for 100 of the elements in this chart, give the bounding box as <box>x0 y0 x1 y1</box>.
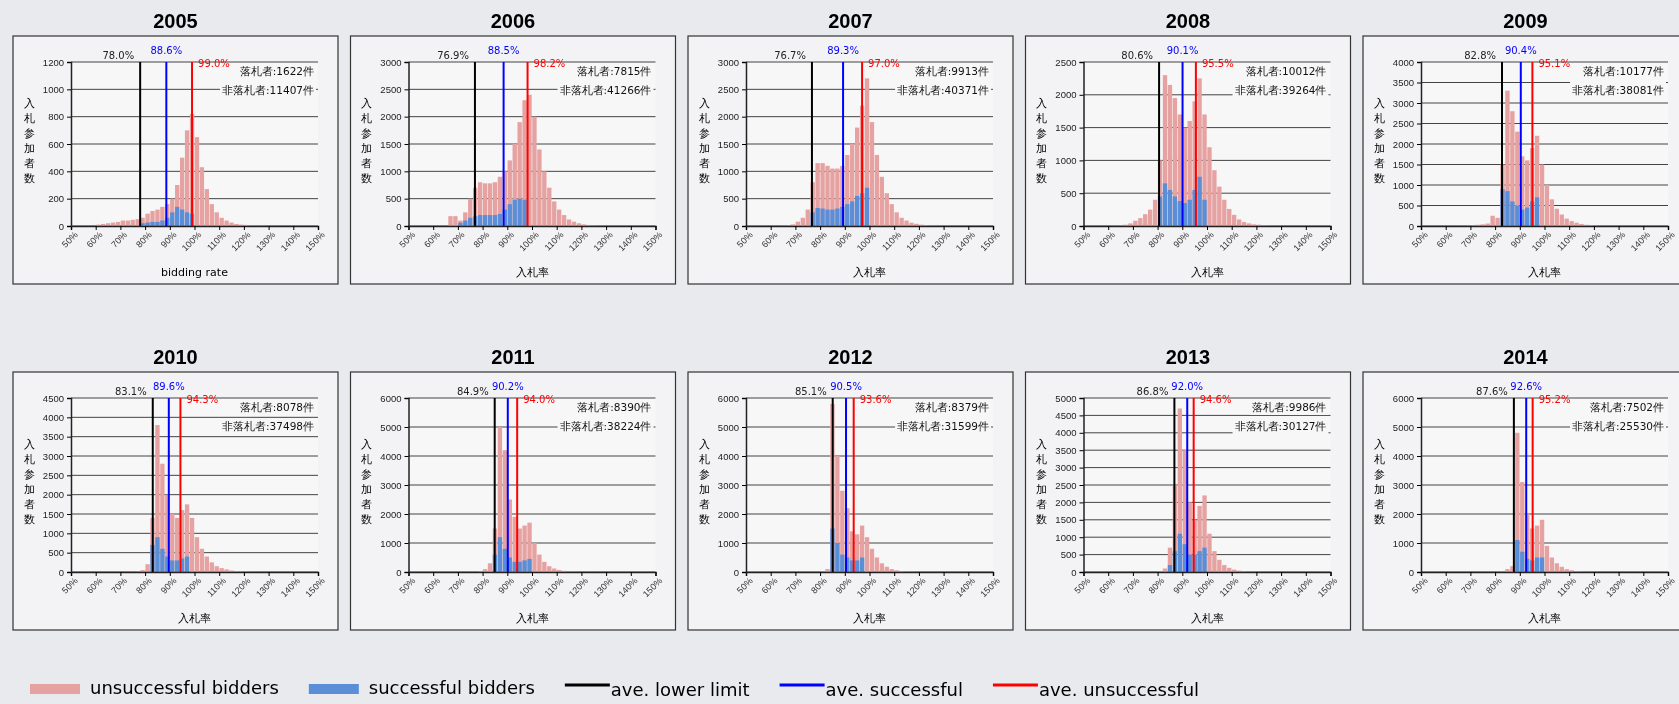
y-tick-label: 3000 <box>1392 97 1414 109</box>
y-tick-label: 2500 <box>1055 56 1077 68</box>
ref-line-label: 90.5% <box>830 381 862 392</box>
chart-title: 2013 <box>1165 346 1211 368</box>
x-tick-label: 70% <box>109 575 130 596</box>
ref-line-label: 97.0% <box>868 58 900 69</box>
y-tick-label: 1000 <box>1055 154 1077 166</box>
y-tick-label: 1500 <box>42 508 64 520</box>
x-tick-label: 70% <box>1121 575 1142 596</box>
y-axis-title: 入札参加者数 <box>1373 438 1385 526</box>
y-axis-title: 入札参加者数 <box>1036 438 1047 526</box>
y-tick-label: 5000 <box>1392 421 1414 433</box>
y-tick-label: 500 <box>1060 549 1077 561</box>
x-tick-label: 70% <box>1459 229 1480 250</box>
ref-line-label: 88.5% <box>487 45 520 56</box>
ref-line-label: 90.4% <box>1504 45 1537 56</box>
y-axis-title: 入札参加者数 <box>361 97 372 185</box>
x-axis-title: 入札率 <box>1528 266 1561 279</box>
annotation: 落札者:10012件 <box>1245 65 1327 77</box>
y-tick-label: 6000 <box>717 392 739 404</box>
y-tick-label: 1500 <box>1055 122 1077 134</box>
y-axis-title: 入札参加者数 <box>23 97 35 185</box>
y-tick-label: 4500 <box>1055 409 1077 421</box>
ref-line-label: 94.3% <box>186 394 219 405</box>
chart-title: 2012 <box>828 346 873 368</box>
y-tick-label: 0 <box>58 566 64 578</box>
y-tick-label: 2500 <box>42 469 64 481</box>
x-tick-label: 60% <box>422 575 442 596</box>
y-tick-label: 0 <box>1071 566 1077 578</box>
annotation: 非落札者:11407件 <box>222 84 314 96</box>
ref-line-label: 86.8% <box>1136 386 1169 397</box>
annotation: 落札者:9986件 <box>1252 401 1327 413</box>
legend-label: unsuccessful bidders <box>90 677 279 698</box>
x-tick-label: 60% <box>759 575 780 596</box>
legend-label: successful bidders <box>368 677 535 698</box>
y-tick-label: 2000 <box>1055 496 1077 508</box>
y-tick-label: 3500 <box>1392 77 1414 89</box>
chart-title: 2006 <box>490 10 536 32</box>
y-axis-title: 入札参加者数 <box>1373 97 1385 185</box>
y-axis-title: 入札参加者数 <box>698 97 710 185</box>
y-tick-label: 4000 <box>1392 56 1414 68</box>
y-tick-label: 0 <box>1408 220 1414 232</box>
y-tick-label: 1000 <box>1055 531 1077 543</box>
y-tick-label: 1500 <box>1392 159 1414 171</box>
y-tick-label: 1000 <box>1392 179 1414 191</box>
x-tick-label: 70% <box>784 229 805 250</box>
annotation: 非落札者:40371件 <box>897 84 989 96</box>
y-tick-label: 4000 <box>380 450 402 462</box>
ref-line-label: 80.6% <box>1121 50 1154 61</box>
x-axis-title: 入札率 <box>515 612 549 625</box>
y-tick-label: 500 <box>1060 187 1077 199</box>
y-tick-label: 1000 <box>1392 537 1414 549</box>
y-axis-title: 入札参加者数 <box>361 438 372 526</box>
y-tick-label: 3000 <box>717 56 739 68</box>
y-tick-label: 2000 <box>380 111 402 123</box>
annotation: 非落札者:31599件 <box>897 420 989 432</box>
chart-title: 2014 <box>1503 346 1549 368</box>
annotation: 落札者:9913件 <box>914 65 989 77</box>
y-tick-label: 2500 <box>380 83 402 95</box>
text: ave. unsuccessful <box>1038 679 1200 700</box>
ref-line-label: 85.1% <box>794 386 827 397</box>
x-axis-title: 入札率 <box>853 266 886 279</box>
y-tick-label: 5000 <box>380 421 402 433</box>
y-tick-label: 0 <box>58 220 64 232</box>
y-tick-label: 2000 <box>380 508 402 520</box>
chart-title: 2011 <box>491 346 535 368</box>
x-axis-title: 入札率 <box>1190 266 1224 279</box>
y-tick-label: 4000 <box>1392 450 1414 462</box>
y-tick-label: 200 <box>48 193 64 205</box>
annotation: 落札者:7815件 <box>577 65 652 77</box>
ref-line-label: 89.3% <box>827 45 859 56</box>
x-tick-label: 70% <box>1121 229 1142 250</box>
ref-line-label: 94.0% <box>523 394 555 405</box>
annotation: 落札者:8390件 <box>577 401 652 413</box>
y-tick-label: 4000 <box>1055 427 1077 439</box>
x-axis-title: 入札率 <box>515 266 549 279</box>
ref-line-label: 90.1% <box>1166 45 1199 56</box>
y-tick-label: 1500 <box>717 138 739 150</box>
y-tick-label: 4000 <box>717 450 739 462</box>
ref-line-label: 99.0% <box>198 58 230 69</box>
annotation: 落札者:7502件 <box>1589 401 1664 413</box>
ref-line-label: 95.2% <box>1538 394 1571 405</box>
y-tick-label: 3000 <box>717 479 739 491</box>
annotation: 非落札者:38081件 <box>1572 84 1664 96</box>
chart-title: 2008 <box>1165 10 1211 32</box>
annotation: 非落札者:25530件 <box>1572 420 1664 432</box>
x-tick-label: 60% <box>759 229 780 250</box>
x-tick-label: 60% <box>1434 575 1455 596</box>
ref-line-label: 95.5% <box>1201 58 1234 69</box>
y-tick-label: 0 <box>396 566 402 578</box>
y-tick-label: 0 <box>733 220 739 232</box>
annotation: 落札者:10177件 <box>1583 65 1664 77</box>
ref-line-label: 82.8% <box>1464 50 1497 61</box>
y-tick-label: 500 <box>385 193 402 205</box>
x-axis-title: 入札率 <box>853 612 886 625</box>
x-tick-label: 60% <box>84 575 105 596</box>
ref-line-label: 78.0% <box>102 50 135 61</box>
annotation: 非落札者:30127件 <box>1234 420 1327 432</box>
y-tick-label: 500 <box>48 547 64 559</box>
y-tick-label: 400 <box>48 165 64 177</box>
